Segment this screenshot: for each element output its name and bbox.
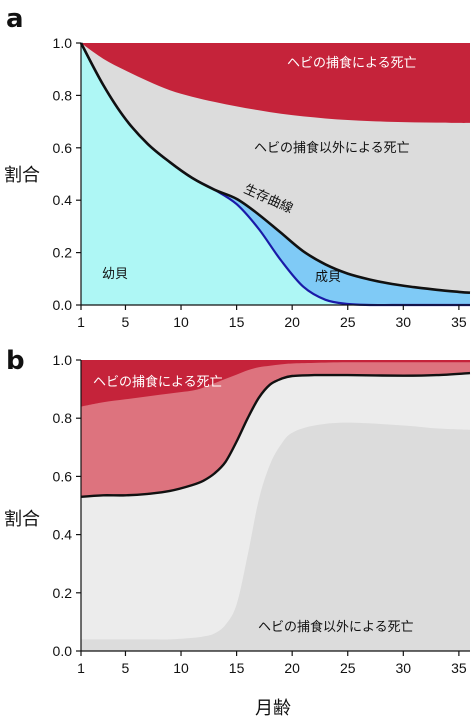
- panel-a-x-tick-label: 35: [451, 314, 467, 330]
- panel-a-y-tick-label: 0.4: [53, 192, 73, 208]
- panel-b-y-tick-label: 1.0: [53, 352, 73, 368]
- panel-b-x-tick-label: 30: [396, 660, 412, 676]
- panel-a-plot-area: [79, 42, 471, 307]
- panel-a-axes: 1 5 10 15 20 25 30 350.00.20.40.60.81.0: [53, 35, 470, 330]
- panel-b-y-tick-label: 0.2: [53, 585, 73, 601]
- panel-a-x-tick-label: 25: [340, 314, 356, 330]
- panel-b-axes: 1 5 10 15 20 25 30 350.00.20.40.60.81.0: [53, 352, 470, 676]
- panel-b-x-axis-label: 月齢: [255, 698, 291, 719]
- panel-a-juvenile-area: [81, 43, 470, 306]
- panel-b-x-tick-label: 15: [229, 660, 245, 676]
- panel-a-adult-label: 成貝: [315, 270, 341, 285]
- panel-a-x-tick-label: 15: [229, 314, 245, 330]
- panel-a-x-tick-label: 30: [396, 314, 412, 330]
- panel-a-other-death-label: ヘビの捕食以外による死亡: [254, 140, 410, 156]
- panel-a-x-tick-label: 1: [77, 314, 85, 330]
- panel-b-x-tick-label: 20: [284, 660, 300, 676]
- panel-b-label: b: [6, 346, 25, 376]
- panel-a-x-tick-label: 20: [284, 314, 300, 330]
- panel-a-predation-label: ヘビの捕食による死亡: [287, 55, 417, 71]
- panel-a-y-tick-label: 1.0: [53, 35, 73, 51]
- panel-b: b 割合 月齢 ヘビの捕食による死亡 ヘビの捕食以外による死亡 1 5 10 15 20…: [4, 346, 471, 719]
- panel-a-y-tick-label: 0.8: [53, 87, 73, 103]
- panel-b-light-predation-area: [81, 362, 470, 497]
- panel-a-x-tick-label: 10: [173, 314, 189, 330]
- panel-b-other-death-label: ヘビの捕食以外による死亡: [258, 619, 414, 635]
- panel-a-y-axis-label: 割合: [4, 165, 40, 186]
- panel-a-y-tick-label: 0.0: [53, 297, 73, 313]
- panel-a-x-tick-label: 5: [122, 314, 130, 330]
- panel-b-boundary-line: [80, 371, 471, 498]
- panel-a-label: a: [6, 4, 24, 34]
- panel-a-y-tick-label: 0.6: [53, 140, 73, 156]
- panel-a-predation-area: [81, 43, 470, 123]
- panel-b-x-tick-label: 10: [173, 660, 189, 676]
- panel-b-x-tick-label: 5: [122, 660, 130, 676]
- panel-a: a 割合 ヘビの捕食による死亡 ヘビの捕食以外による死亡 生存曲線 幼貝 成貝 …: [4, 4, 471, 330]
- panel-b-plot-area: [80, 360, 471, 651]
- panel-b-dark-other-death-area: [81, 422, 470, 651]
- panel-b-y-tick-label: 0.4: [53, 527, 73, 543]
- panel-a-y-tick-label: 0.2: [53, 245, 73, 261]
- panel-b-y-axis-label: 割合: [4, 509, 40, 530]
- panel-b-x-tick-label: 1: [77, 660, 85, 676]
- panel-b-x-tick-label: 35: [451, 660, 467, 676]
- panel-b-y-tick-label: 0.6: [53, 468, 73, 484]
- panel-a-juvenile-label: 幼貝: [102, 267, 128, 282]
- panel-a-survival-curve-line: [79, 42, 471, 294]
- panel-b-y-tick-label: 0.0: [53, 643, 73, 659]
- panel-b-x-tick-label: 25: [340, 660, 356, 676]
- panel-b-predation-label: ヘビの捕食による死亡: [93, 374, 223, 390]
- panel-b-y-tick-label: 0.8: [53, 410, 73, 426]
